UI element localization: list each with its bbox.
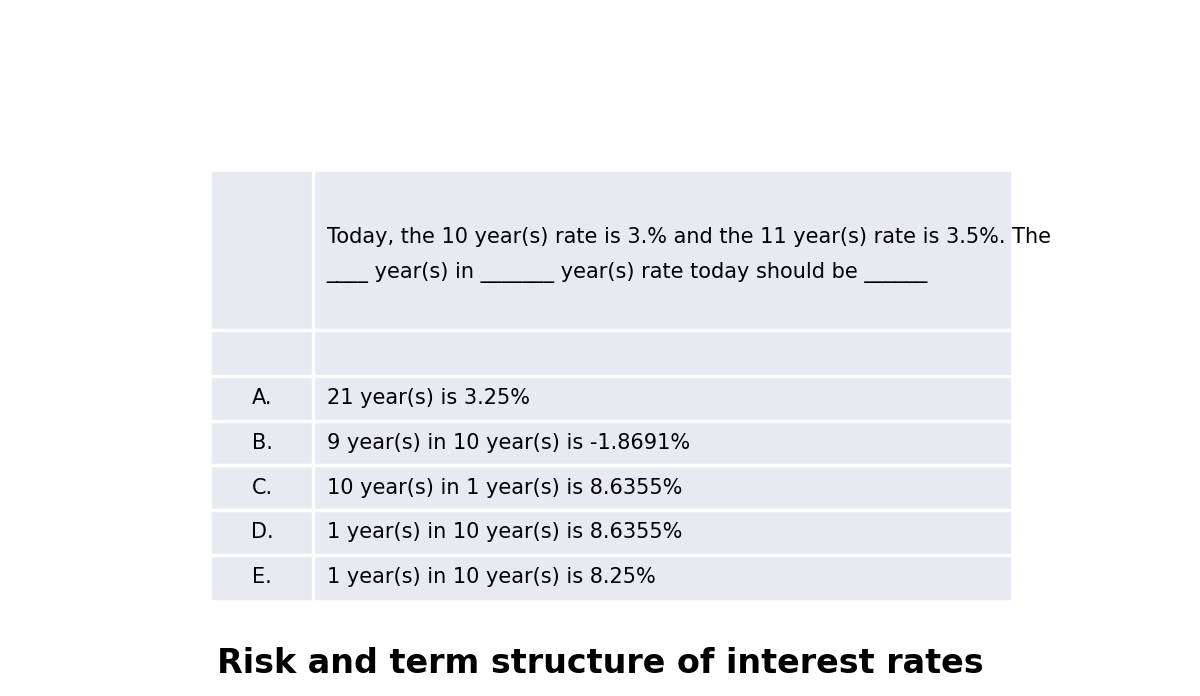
Text: Today, the 10 year(s) rate is 3.% and the 11 year(s) rate is 3.5%. The: Today, the 10 year(s) rate is 3.% and th…: [326, 227, 1051, 247]
Text: 9 year(s) in 10 year(s) is -1.8691%: 9 year(s) in 10 year(s) is -1.8691%: [326, 433, 690, 453]
Text: C.: C.: [252, 477, 272, 498]
Text: 1 year(s) in 10 year(s) is 8.25%: 1 year(s) in 10 year(s) is 8.25%: [326, 567, 655, 587]
Text: ____ year(s) in _______ year(s) rate today should be ______: ____ year(s) in _______ year(s) rate tod…: [326, 262, 928, 283]
Text: 21 year(s) is 3.25%: 21 year(s) is 3.25%: [326, 388, 529, 409]
Text: 10 year(s) in 1 year(s) is 8.6355%: 10 year(s) in 1 year(s) is 8.6355%: [326, 477, 682, 498]
Bar: [212, 172, 1010, 599]
Text: Risk and term structure of interest rates: Risk and term structure of interest rate…: [217, 647, 983, 680]
Text: A.: A.: [252, 388, 272, 409]
Text: D.: D.: [251, 523, 274, 542]
Text: 1 year(s) in 10 year(s) is 8.6355%: 1 year(s) in 10 year(s) is 8.6355%: [326, 523, 682, 542]
Text: B.: B.: [252, 433, 272, 453]
Text: E.: E.: [252, 567, 272, 587]
